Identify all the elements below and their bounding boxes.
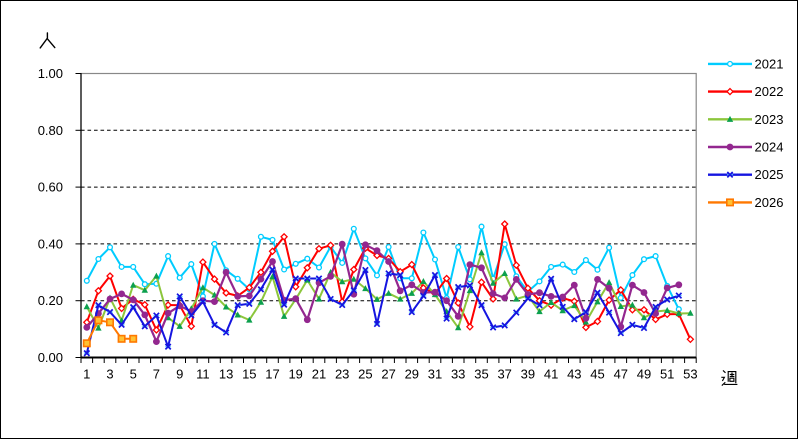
svg-text:2026: 2026 — [755, 195, 784, 210]
svg-text:43: 43 — [567, 367, 581, 382]
svg-text:0.00: 0.00 — [38, 350, 63, 365]
svg-text:2022: 2022 — [755, 84, 784, 99]
svg-text:0.40: 0.40 — [38, 236, 63, 251]
svg-text:29: 29 — [405, 367, 419, 382]
svg-text:47: 47 — [614, 367, 628, 382]
svg-text:2025: 2025 — [755, 167, 784, 182]
svg-text:2024: 2024 — [755, 140, 784, 155]
svg-text:3: 3 — [106, 367, 113, 382]
svg-text:27: 27 — [381, 367, 395, 382]
svg-text:0.80: 0.80 — [38, 123, 63, 138]
svg-text:45: 45 — [590, 367, 604, 382]
svg-text:0.20: 0.20 — [38, 293, 63, 308]
svg-text:23: 23 — [335, 367, 349, 382]
svg-text:1.00: 1.00 — [38, 66, 63, 81]
svg-text:39: 39 — [521, 367, 535, 382]
svg-text:2021: 2021 — [755, 56, 784, 71]
svg-text:7: 7 — [153, 367, 160, 382]
svg-text:17: 17 — [265, 367, 279, 382]
svg-text:13: 13 — [219, 367, 233, 382]
svg-text:33: 33 — [451, 367, 465, 382]
svg-text:11: 11 — [196, 367, 210, 382]
svg-text:51: 51 — [660, 367, 674, 382]
svg-text:53: 53 — [683, 367, 697, 382]
svg-text:41: 41 — [544, 367, 558, 382]
svg-text:37: 37 — [497, 367, 511, 382]
svg-text:5: 5 — [130, 367, 137, 382]
svg-text:35: 35 — [474, 367, 488, 382]
svg-text:31: 31 — [428, 367, 442, 382]
svg-text:2023: 2023 — [755, 112, 784, 127]
svg-text:25: 25 — [358, 367, 372, 382]
svg-text:15: 15 — [242, 367, 256, 382]
svg-text:1: 1 — [83, 367, 90, 382]
svg-text:0.60: 0.60 — [38, 180, 63, 195]
svg-text:49: 49 — [637, 367, 651, 382]
svg-text:19: 19 — [288, 367, 302, 382]
svg-text:9: 9 — [176, 367, 183, 382]
svg-text:21: 21 — [312, 367, 326, 382]
